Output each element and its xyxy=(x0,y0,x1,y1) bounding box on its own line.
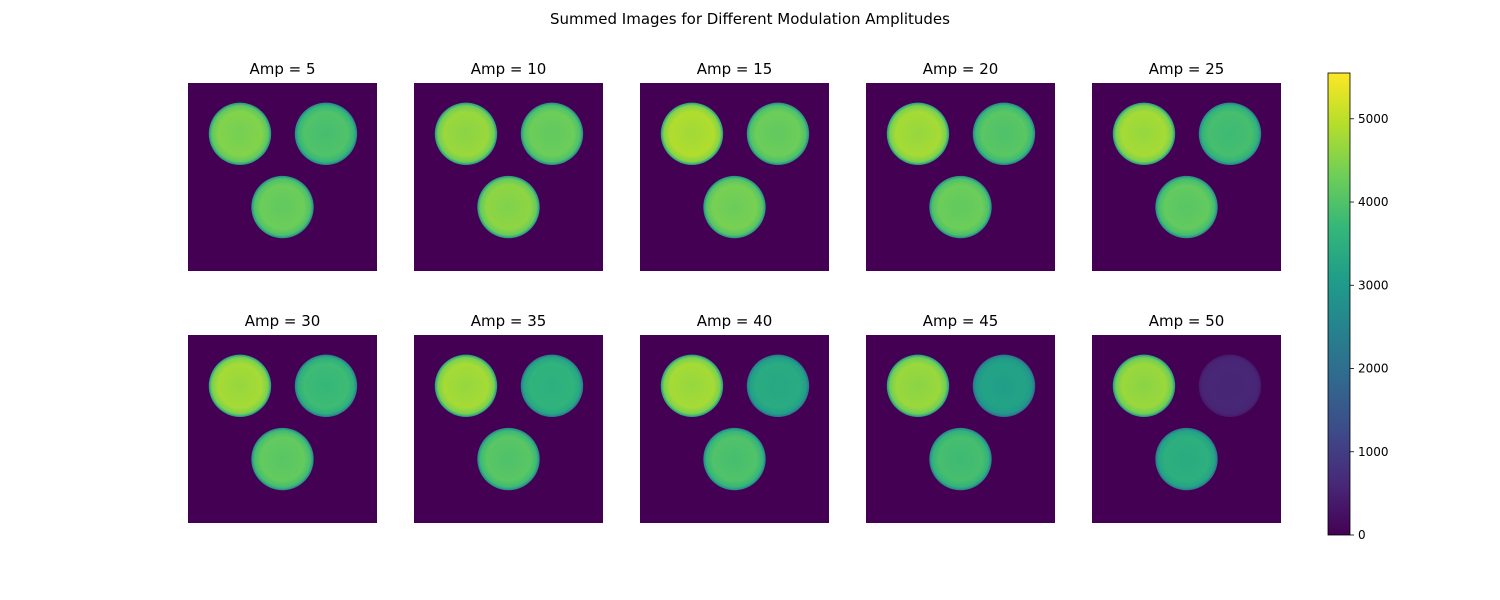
colorbar: 0 1000 2000 3000 4000 5000 xyxy=(1327,72,1389,542)
spot-1 xyxy=(660,354,724,417)
panel-title: Amp = 50 xyxy=(1149,312,1225,330)
spot-2 xyxy=(972,354,1036,417)
spot-1 xyxy=(434,102,498,165)
spot-2 xyxy=(1198,102,1262,165)
panel-35: Amp = 35 xyxy=(414,312,603,523)
panel-title: Amp = 10 xyxy=(471,60,547,78)
colorbar-tick-label: 4000 xyxy=(1358,195,1389,209)
panel-title: Amp = 40 xyxy=(697,312,773,330)
spot-2 xyxy=(294,354,358,417)
spot-2 xyxy=(746,354,810,417)
spot-2 xyxy=(294,102,358,165)
panel-title: Amp = 35 xyxy=(471,312,547,330)
panel-title: Amp = 25 xyxy=(1149,60,1225,78)
colorbar-scale xyxy=(1327,72,1351,536)
spot-3 xyxy=(477,427,540,491)
spot-1 xyxy=(660,102,724,165)
panel-30: Amp = 30 xyxy=(188,312,377,523)
spot-1 xyxy=(886,102,950,165)
panel-50: Amp = 50 xyxy=(1092,312,1281,523)
colorbar-tick-label: 1000 xyxy=(1358,445,1389,459)
spot-1 xyxy=(208,102,272,165)
panel-40: Amp = 40 xyxy=(640,312,829,523)
spot-2 xyxy=(520,102,584,165)
spot-3 xyxy=(929,427,992,491)
spot-3 xyxy=(1155,175,1218,239)
colorbar-tick-label: 5000 xyxy=(1358,112,1389,126)
panel-title: Amp = 30 xyxy=(245,312,321,330)
panel-title: Amp = 45 xyxy=(923,312,999,330)
spot-3 xyxy=(251,175,314,239)
figure-title: Summed Images for Different Modulation A… xyxy=(550,10,950,28)
colorbar-tick-label: 0 xyxy=(1358,528,1366,542)
panel-45: Amp = 45 xyxy=(866,312,1055,523)
spot-2 xyxy=(972,102,1036,165)
panel-20: Amp = 20 xyxy=(866,60,1055,271)
spot-1 xyxy=(208,354,272,417)
spot-3 xyxy=(251,427,314,491)
spot-3 xyxy=(1155,427,1218,491)
spot-2 xyxy=(520,354,584,417)
panel-title: Amp = 5 xyxy=(249,60,315,78)
spot-3 xyxy=(929,175,992,239)
spot-3 xyxy=(703,175,766,239)
colorbar-tick-label: 2000 xyxy=(1358,362,1389,376)
spot-2 xyxy=(746,102,810,165)
spot-1 xyxy=(886,354,950,417)
spot-2 xyxy=(1198,354,1262,417)
panel-25: Amp = 25 xyxy=(1092,60,1281,271)
spot-1 xyxy=(1112,354,1176,417)
panel-title: Amp = 15 xyxy=(697,60,773,78)
spot-3 xyxy=(477,175,540,239)
spot-1 xyxy=(1112,102,1176,165)
spot-1 xyxy=(434,354,498,417)
spot-3 xyxy=(703,427,766,491)
panel-grid: Amp = 5 Amp = 10 Amp = 15 Amp = 20 Amp = 25 A… xyxy=(188,60,1281,523)
colorbar-tick-label: 3000 xyxy=(1358,278,1389,292)
panel-title: Amp = 20 xyxy=(923,60,999,78)
panel-10: Amp = 10 xyxy=(414,60,603,271)
panel-5: Amp = 5 xyxy=(188,60,377,271)
panel-15: Amp = 15 xyxy=(640,60,829,271)
